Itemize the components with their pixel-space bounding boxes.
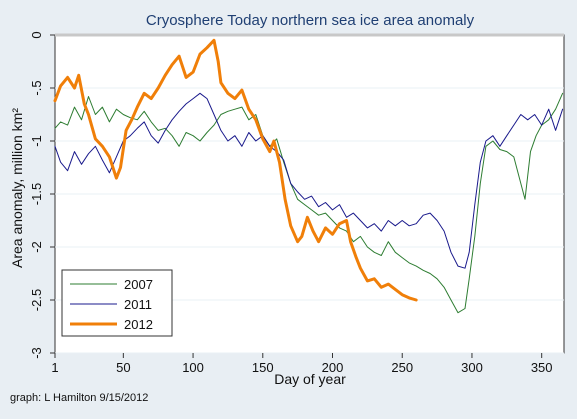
- axes: 0-.5-1-1.5-2-2.5-31 50 100 150 200 250 300 350: [29, 31, 553, 375]
- credit-note: graph: L Hamilton 9/15/2012: [10, 392, 149, 404]
- y-tick-label: -1: [29, 135, 44, 147]
- legend-label-2011: 2011: [124, 297, 152, 312]
- legend-box: [61, 269, 173, 337]
- chart-title: Cryosphere Today northern sea ice area a…: [146, 12, 475, 29]
- series-line-2012: [53, 38, 418, 302]
- x-axis-label: Day of year: [274, 371, 346, 387]
- y-tick-label: 0: [29, 31, 44, 38]
- y-tick-label: -3: [29, 347, 44, 359]
- y-tick-label: -1.5: [29, 183, 44, 205]
- x-tick-label: 250: [391, 360, 413, 375]
- series-line-2007: [54, 92, 564, 314]
- x-tick-label: 1: [51, 360, 58, 375]
- legend-label-2012: 2012: [124, 317, 153, 332]
- legend-label-2007: 2007: [124, 277, 153, 292]
- series-line-2011: [54, 92, 564, 269]
- y-axis-label: Area anomaly, million km²: [9, 108, 25, 268]
- y-tick-label: -2: [29, 241, 44, 253]
- legend: 2007 2011 2012: [61, 269, 173, 337]
- x-tick-label: 100: [182, 360, 204, 375]
- y-tick-label: -.5: [29, 80, 44, 95]
- x-tick-label: 150: [252, 360, 274, 375]
- x-tick-label: 300: [461, 360, 483, 375]
- x-tick-label: 350: [531, 360, 553, 375]
- y-tick-label: -2.5: [29, 289, 44, 311]
- grid-lines: [55, 33, 564, 354]
- x-tick-label: 200: [322, 360, 344, 375]
- series-lines: [53, 38, 564, 314]
- x-tick-label: 50: [116, 360, 130, 375]
